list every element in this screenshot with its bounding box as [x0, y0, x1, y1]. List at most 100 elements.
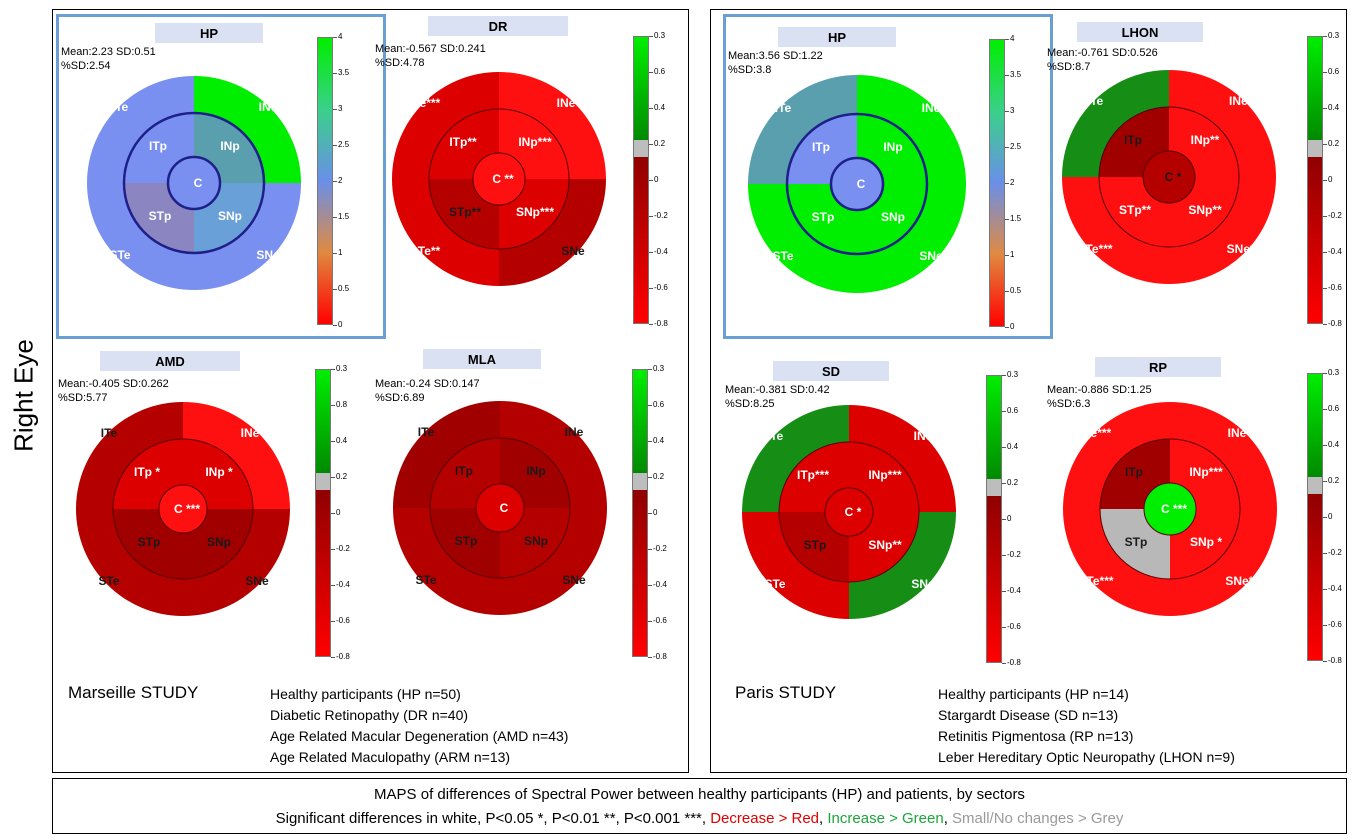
colorbar-tick: 0.2 — [1322, 476, 1340, 485]
panel-stat-mean: Mean:-0.886 SD:1.25 — [1047, 384, 1152, 396]
colorbar-tick: -0.4 — [648, 580, 667, 589]
sector-C — [158, 484, 208, 534]
sector-ITe — [393, 401, 500, 508]
sector-INp — [183, 439, 253, 509]
colorbar-tick: -0.6 — [1323, 283, 1342, 292]
colorbar-tick: 0.3 — [1322, 368, 1340, 377]
caption-sep: , — [819, 810, 828, 827]
sector-INp — [849, 442, 919, 512]
sector-label-ITe: ITe — [767, 429, 784, 443]
colorbar-tick: -0.2 — [1323, 211, 1342, 220]
panel-rp: RP Mean:-0.886 SD:1.25 %SD:6.3 ITe*** INe… — [1045, 347, 1368, 672]
paris-study-title: Paris STUDY — [735, 683, 837, 702]
colorbar-tick: 0.6 — [1322, 404, 1340, 413]
sector-STp — [429, 179, 499, 249]
sector-INp — [1169, 107, 1239, 177]
sector-map: ITe INe STe SNe ITp INp STp SNp C — [393, 401, 607, 615]
sector-label-SNe: SNe — [245, 574, 269, 588]
colorbar-tick: 0.2 — [648, 139, 666, 148]
sector-SNe — [857, 184, 966, 293]
ring-parafovea — [785, 112, 929, 256]
colorbar-tick: -0.4 — [1323, 584, 1342, 593]
sector-ITe — [748, 75, 857, 184]
sector-map: ITe INe STe SNe ITp*** INp*** STp SNp** C * — [742, 405, 956, 619]
colorbar-tick: 0.6 — [648, 67, 666, 76]
sector-ITp — [124, 113, 194, 183]
caption-sep: , — [943, 810, 953, 827]
sector-STe — [87, 183, 194, 290]
sector-SNe — [1169, 177, 1276, 284]
colorbar-tick: 1.5 — [332, 212, 350, 221]
sector-map: ITe INe STe SNe ITp INp STp SNp C — [87, 76, 301, 290]
sector-STp — [779, 512, 849, 582]
sector-label-INe: INe — [922, 101, 941, 115]
sector-SNp — [183, 509, 253, 579]
colorbar — [317, 37, 333, 325]
y-axis-label: Right Eye — [8, 339, 39, 452]
marseille-frame — [52, 9, 689, 773]
colorbar-tick: 2 — [332, 176, 343, 185]
sector-label-STe: STe*** — [1078, 574, 1113, 588]
sector-label-SNe: SNe — [256, 248, 280, 262]
sector-label-ITe: ITe — [112, 100, 129, 114]
sector-ITe — [87, 76, 194, 183]
sector-label-C: C * — [1165, 170, 1182, 184]
sector-map: ITe*** INe*** STe** SNe ITp** INp*** STp** SNp*… — [392, 72, 606, 286]
sector-STp — [1100, 509, 1170, 579]
colorbar-tick: 0.3 — [647, 364, 665, 373]
sector-label-ITe: ITe — [418, 425, 435, 439]
colorbar-tick: -0.2 — [1002, 550, 1021, 559]
colorbar-tick: 0.3 — [330, 364, 348, 373]
ring-parafovea — [428, 108, 570, 250]
sector-label-SNp: SNp — [218, 209, 242, 223]
sector-label-SNp: SNp — [207, 535, 231, 549]
panel-stat-mean: Mean:-0.567 SD:0.241 — [375, 43, 486, 55]
paris-legend: Healthy participants (HP n=14) Stargardt… — [938, 684, 1235, 768]
sector-label-SNe: SNe — [911, 577, 935, 591]
sector-STe — [748, 184, 857, 293]
sector-SNe — [849, 512, 956, 619]
colorbar-tick: 0.3 — [1001, 370, 1019, 379]
ring-parafovea — [112, 438, 254, 580]
colorbar-tick: 0.4 — [1322, 440, 1340, 449]
colorbar-tick: -0.8 — [1323, 656, 1342, 665]
sector-label-SNp: SNp** — [868, 538, 902, 552]
panel-amd: AMD Mean:-0.405 SD:0.262 %SD:5.77 ITe INe… — [56, 347, 386, 672]
sector-STe — [392, 179, 499, 286]
colorbar-tick: 0.4 — [1322, 103, 1340, 112]
sector-label-ITe: ITe*** — [410, 96, 441, 110]
colorbar-tick: 2 — [1004, 178, 1015, 187]
sector-ITp — [429, 109, 499, 179]
sector-label-STe: STe — [109, 248, 130, 262]
sector-label-ITe: ITe — [101, 426, 118, 440]
sector-C — [829, 156, 885, 212]
colorbar-tick: 3.5 — [332, 68, 350, 77]
colorbar-tick: 0 — [332, 320, 343, 329]
sector-label-C: C — [194, 176, 203, 190]
colorbar-tick: 0.2 — [1322, 139, 1340, 148]
sector-label-C: C — [857, 177, 866, 191]
ring-parafovea — [429, 437, 571, 579]
sector-INe — [183, 402, 290, 509]
sector-SNp — [857, 184, 927, 254]
colorbar-tick: -0.4 — [1002, 586, 1021, 595]
sector-label-STp: STp — [455, 534, 478, 548]
colorbar-tick: -0.2 — [648, 544, 667, 553]
sector-STe — [393, 508, 500, 615]
colorbar-tick: 0.6 — [647, 400, 665, 409]
legend-item: Diabetic Retinopathy (DR n=40) — [270, 707, 469, 723]
colorbar-tick: 1 — [1004, 250, 1015, 259]
colorbar-tick: 3 — [332, 104, 343, 113]
sector-SNe — [194, 183, 301, 290]
panel-stat-sd: %SD:3.8 — [728, 64, 772, 76]
sector-INe — [194, 76, 301, 183]
panel-title: RP — [1095, 357, 1221, 377]
colorbar-tick: 0.4 — [647, 436, 665, 445]
panel-hp-marseille: HP Mean:2.23 SD:0.51 %SD:2.54 ITe INe STe S… — [56, 14, 386, 339]
sector-label-INp: INp * — [205, 465, 233, 479]
sector-STp — [113, 509, 183, 579]
sector-label-STp: STp — [1125, 535, 1148, 549]
caption-line-2: Significant differences in white, P<0.05… — [53, 807, 1346, 831]
colorbar-tick: -0.4 — [649, 247, 668, 256]
colorbar-tick: 0.2 — [1001, 478, 1019, 487]
